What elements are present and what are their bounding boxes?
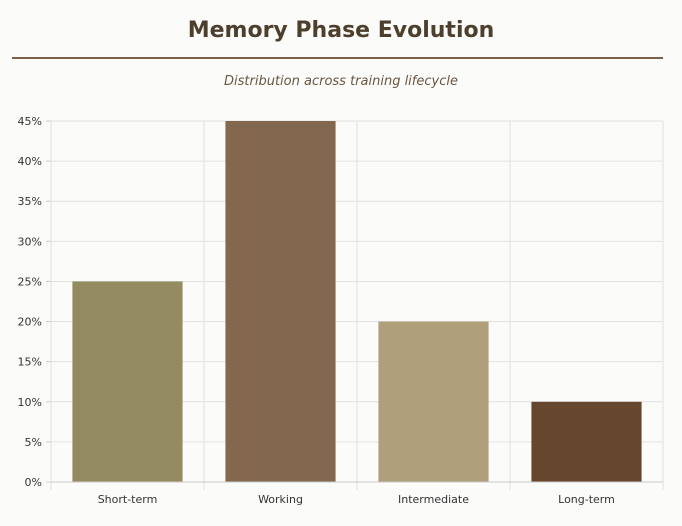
y-tick-label: 45% — [18, 115, 42, 128]
y-tick-label: 15% — [18, 356, 42, 369]
y-tick-label: 20% — [18, 316, 42, 329]
y-tick-label: 0% — [25, 476, 42, 489]
x-axis-category-labels: Short-term Working Intermediate Long-term — [98, 493, 615, 506]
bar-working — [225, 121, 336, 482]
x-category-label: Short-term — [98, 493, 158, 506]
bars — [72, 121, 642, 482]
x-category-label: Working — [258, 493, 303, 506]
x-category-label: Intermediate — [398, 493, 469, 506]
bar-intermediate — [378, 321, 489, 482]
y-tick-label: 10% — [18, 396, 42, 409]
y-tick-label: 25% — [18, 275, 42, 288]
chart-subtitle: Distribution across training lifecycle — [224, 74, 458, 89]
y-tick-label: 40% — [18, 155, 42, 168]
x-category-label: Long-term — [558, 493, 615, 506]
y-axis-tick-labels: 0% 5% 10% 15% 20% 25% 30% 35% 40% 45% — [18, 115, 42, 489]
chart-title: Memory Phase Evolution — [187, 18, 495, 43]
y-tick-label: 30% — [18, 235, 42, 248]
bar-long-term — [531, 401, 642, 482]
y-tick-label: 5% — [25, 436, 42, 449]
title-divider — [12, 57, 663, 59]
y-tick-label: 35% — [18, 195, 42, 208]
bar-short-term — [72, 281, 183, 482]
